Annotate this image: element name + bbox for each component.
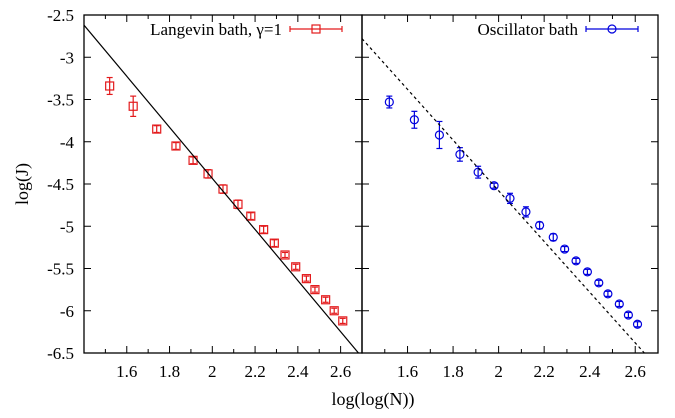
data-point-circle bbox=[505, 193, 515, 203]
data-point-square bbox=[171, 141, 181, 151]
y-tick-label: -3 bbox=[60, 48, 74, 67]
data-point-square bbox=[218, 184, 228, 194]
data-point-circle bbox=[603, 289, 613, 299]
data-point-square bbox=[259, 225, 269, 235]
x-tick-label: 1.6 bbox=[397, 362, 418, 381]
y-tick-label: -2.5 bbox=[47, 6, 74, 25]
data-point-circle bbox=[623, 310, 634, 320]
y-tick-label: -4.5 bbox=[47, 175, 74, 194]
fit-line-solid bbox=[84, 24, 360, 353]
data-point-circle bbox=[473, 167, 483, 177]
data-point-square bbox=[338, 316, 348, 326]
y-tick-label: -6.5 bbox=[47, 344, 74, 363]
data-point-square bbox=[246, 211, 256, 221]
x-tick-label: 2.2 bbox=[244, 362, 265, 381]
data-point-square bbox=[105, 81, 115, 91]
legend-marker-circle bbox=[607, 24, 617, 34]
data-point-circle bbox=[521, 207, 531, 217]
legend-marker-square bbox=[311, 24, 321, 34]
y-tick-label: -6 bbox=[60, 302, 74, 321]
data-point-square bbox=[203, 169, 213, 179]
data-point-circle bbox=[384, 97, 394, 107]
y-tick-label: -4 bbox=[60, 133, 75, 152]
y-tick-label: -5 bbox=[60, 217, 74, 236]
x-tick-label: 2.4 bbox=[287, 362, 309, 381]
data-point-circle bbox=[534, 220, 545, 231]
data-point-circle bbox=[560, 244, 570, 254]
data-point-square bbox=[321, 295, 331, 305]
data-point-circle bbox=[582, 267, 593, 277]
panel-frame-right bbox=[361, 14, 659, 354]
x-tick-label: 1.6 bbox=[116, 362, 137, 381]
data-point-circle bbox=[614, 299, 624, 309]
data-point-square bbox=[310, 285, 320, 295]
legend-label: Oscillator bath bbox=[477, 20, 578, 39]
data-point-circle bbox=[548, 232, 558, 242]
data-point-square bbox=[280, 250, 290, 260]
panel-frame-left bbox=[83, 14, 363, 354]
x-tick-label: 2.4 bbox=[579, 362, 601, 381]
y-tick-label: -5.5 bbox=[47, 260, 74, 279]
x-tick-label: 2 bbox=[208, 362, 217, 381]
data-point-circle bbox=[571, 256, 581, 266]
legend-label: Langevin bath, γ=1 bbox=[150, 20, 282, 39]
x-tick-label: 1.8 bbox=[159, 362, 180, 381]
data-point-circle bbox=[594, 278, 604, 288]
y-axis-title: log(J) bbox=[12, 163, 33, 205]
x-tick-label: 2 bbox=[494, 362, 503, 381]
x-axis-title: log(log(N)) bbox=[332, 389, 415, 410]
x-tick-label: 1.8 bbox=[442, 362, 463, 381]
x-tick-label: 2.6 bbox=[625, 362, 646, 381]
data-point-square bbox=[301, 274, 311, 284]
data-point-square bbox=[269, 238, 279, 248]
data-point-circle bbox=[434, 130, 445, 140]
data-point-square bbox=[128, 101, 138, 111]
data-point-square bbox=[152, 124, 162, 134]
data-point-circle bbox=[632, 319, 643, 329]
x-tick-label: 2.6 bbox=[330, 362, 351, 381]
data-point-circle bbox=[489, 181, 499, 191]
data-point-square bbox=[329, 306, 339, 316]
y-tick-label: -3.5 bbox=[47, 91, 74, 110]
data-point-square bbox=[291, 262, 301, 272]
fit-line-dashed bbox=[362, 38, 646, 353]
data-point-circle bbox=[409, 115, 419, 125]
data-point-circle bbox=[455, 149, 465, 160]
x-tick-label: 2.2 bbox=[534, 362, 555, 381]
